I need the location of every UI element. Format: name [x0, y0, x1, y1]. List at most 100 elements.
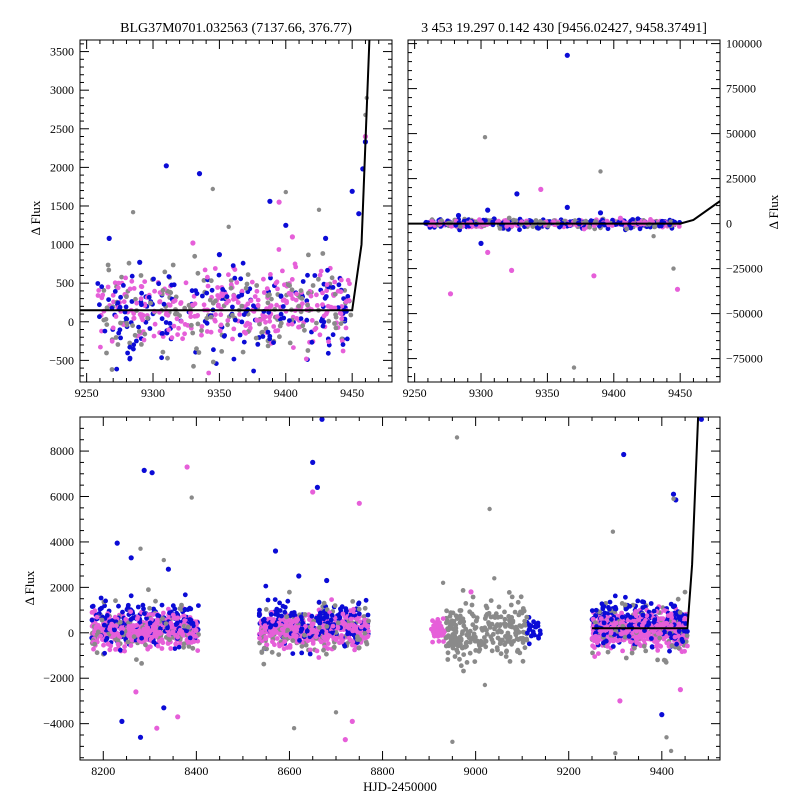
data-point-magenta	[674, 286, 681, 292]
scatter-point	[184, 628, 190, 634]
scatter-point	[456, 643, 462, 648]
scatter-point	[622, 634, 628, 640]
scatter-point	[279, 613, 284, 619]
scatter-point	[128, 643, 134, 648]
scatter-point	[89, 610, 95, 615]
scatter-point	[182, 331, 188, 337]
scatter-point	[234, 280, 240, 285]
scatter-point	[141, 626, 147, 632]
scatter-point	[257, 607, 262, 613]
scatter-point	[335, 624, 340, 630]
scatter-point	[110, 292, 116, 298]
data-point-gray	[613, 751, 618, 756]
scatter-point	[587, 224, 592, 230]
y-tick-label: 50000	[726, 127, 756, 141]
scatter-point	[237, 332, 243, 338]
scatter-point	[139, 639, 145, 645]
scatter-point	[440, 616, 446, 621]
scatter-point	[211, 347, 216, 353]
scatter-point	[182, 607, 188, 612]
data-point-magenta	[154, 725, 160, 731]
top-left-title: BLG37M0701.032563 (7137.66, 376.77)	[120, 21, 352, 36]
scatter-point	[264, 642, 270, 648]
scatter-point	[366, 618, 371, 624]
scatter-point	[254, 288, 260, 294]
scatter-point	[498, 651, 504, 657]
scatter-point	[166, 606, 171, 612]
scatter-point	[149, 634, 155, 640]
scatter-point	[473, 625, 479, 630]
y-tick-label: 100000	[726, 37, 762, 51]
scatter-point	[275, 286, 280, 292]
y-tick-label: 2000	[50, 580, 74, 594]
scatter-point	[307, 651, 313, 657]
scatter-point	[245, 272, 251, 277]
scatter-point	[230, 312, 235, 318]
scatter-point	[321, 634, 326, 640]
data-point-magenta	[591, 273, 597, 279]
data-point-magenta	[289, 234, 295, 240]
scatter-point	[168, 646, 174, 651]
scatter-point	[173, 294, 179, 300]
scatter-point	[463, 626, 469, 632]
scatter-point	[466, 632, 472, 637]
scatter-point	[660, 622, 665, 628]
data-point-magenta	[310, 489, 316, 495]
scatter-point	[619, 601, 625, 606]
scatter-point	[190, 302, 196, 308]
scatter-point	[299, 296, 305, 301]
scatter-point	[187, 635, 193, 641]
scatter-point	[316, 599, 322, 605]
scatter-point	[304, 628, 310, 634]
scatter-point	[136, 329, 142, 334]
scatter-point	[635, 598, 641, 604]
scatter-point	[498, 614, 504, 620]
scatter-point	[646, 620, 652, 626]
scatter-point	[325, 350, 331, 356]
scatter-point	[349, 622, 354, 628]
data-point-blue	[119, 718, 125, 725]
scatter-point	[113, 598, 118, 604]
scatter-point	[318, 639, 324, 645]
scatter-point	[484, 627, 489, 633]
scatter-point	[205, 274, 210, 280]
scatter-point	[159, 316, 165, 322]
scatter-point	[200, 293, 205, 299]
scatter-point	[483, 638, 489, 644]
scatter-point	[354, 616, 360, 622]
scatter-point	[277, 600, 282, 606]
scatter-point	[430, 639, 435, 645]
scatter-point	[679, 649, 685, 655]
data-point-gray	[189, 495, 194, 500]
scatter-point	[457, 613, 463, 619]
scatter-point	[177, 606, 183, 611]
scatter-point	[332, 321, 337, 326]
scatter-point	[669, 643, 675, 649]
scatter-point	[95, 629, 101, 635]
data-point-magenta	[677, 687, 684, 693]
scatter-point	[338, 311, 344, 316]
scatter-point	[189, 322, 194, 328]
scatter-point	[131, 311, 137, 316]
data-point-blue	[564, 204, 570, 210]
data-point-magenta	[276, 199, 282, 205]
scatter-point	[670, 604, 676, 610]
scatter-point	[281, 315, 287, 321]
scatter-point	[596, 651, 601, 656]
scatter-point	[460, 588, 466, 593]
scatter-point	[131, 315, 137, 321]
scatter-point	[186, 302, 192, 308]
scatter-point	[356, 611, 362, 617]
scatter-point	[280, 304, 286, 309]
scatter-point	[308, 647, 313, 653]
scatter-point	[230, 263, 236, 268]
scatter-point	[652, 224, 658, 230]
data-point-gray	[226, 224, 231, 229]
scatter-point	[115, 642, 121, 647]
scatter-point	[505, 630, 511, 636]
scatter-point	[171, 323, 177, 329]
scatter-point	[219, 293, 225, 299]
y-tick-label: 4000	[50, 535, 74, 549]
scatter-point	[263, 583, 269, 589]
scatter-point	[455, 650, 461, 655]
